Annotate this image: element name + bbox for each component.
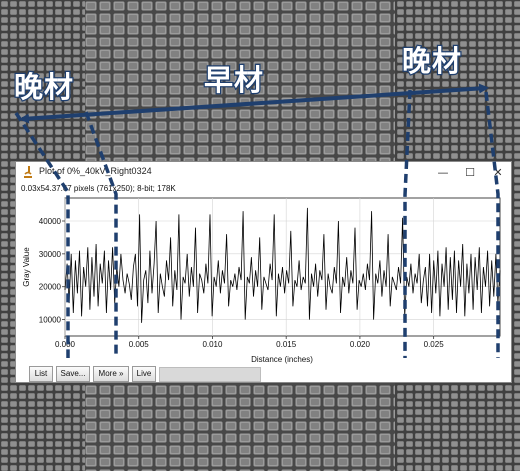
plot-window: Plot of 0%_40kV_Right0324 — ☐ ✕ 0.03x54.… bbox=[15, 161, 512, 383]
more-button[interactable]: More » bbox=[93, 366, 129, 382]
status-field bbox=[159, 367, 261, 382]
live-button[interactable]: Live bbox=[132, 366, 156, 382]
imagej-microscope-icon bbox=[24, 166, 32, 178]
y-axis-label: Gray Value bbox=[22, 247, 31, 287]
y-tick-label: 10000 bbox=[39, 316, 62, 325]
profile-plot: 0.000 0.005 0.010 0.015 0.020 0.025 10000 2000… bbox=[22, 197, 501, 364]
x-tick-label: 0.015 bbox=[276, 340, 297, 349]
latewood-right-label: 晚材 bbox=[401, 43, 463, 80]
earlywood-label: 早材 bbox=[203, 62, 265, 99]
list-button[interactable]: List bbox=[29, 366, 53, 382]
title-bar[interactable]: Plot of 0%_40kV_Right0324 — ☐ ✕ bbox=[16, 162, 511, 183]
image-info-text: 0.03x54.37.67 pixels (761x250); 8-bit; 1… bbox=[21, 184, 176, 193]
latewood-left-label: 晚材 bbox=[13, 69, 75, 106]
x-tick-label: 0.010 bbox=[202, 340, 223, 349]
y-tick-label: 30000 bbox=[39, 250, 62, 259]
minimize-button[interactable]: — bbox=[437, 166, 449, 179]
window-title: Plot of 0%_40kV_Right0324 bbox=[39, 166, 152, 176]
x-tick-label: 0.005 bbox=[129, 340, 150, 349]
x-tick-label: 0.000 bbox=[55, 340, 76, 349]
x-axis-label: Distance (inches) bbox=[251, 355, 313, 364]
series-line bbox=[64, 207, 501, 323]
y-tick-label: 20000 bbox=[39, 283, 62, 292]
x-tick-label: 0.025 bbox=[424, 340, 445, 349]
maximize-button[interactable]: ☐ bbox=[465, 166, 475, 179]
plot-button-bar: List Save... More » Live bbox=[16, 365, 511, 383]
save-button[interactable]: Save... bbox=[56, 366, 90, 382]
close-button[interactable]: ✕ bbox=[493, 166, 503, 179]
x-tick-label: 0.020 bbox=[350, 340, 371, 349]
y-tick-label: 40000 bbox=[39, 217, 62, 226]
